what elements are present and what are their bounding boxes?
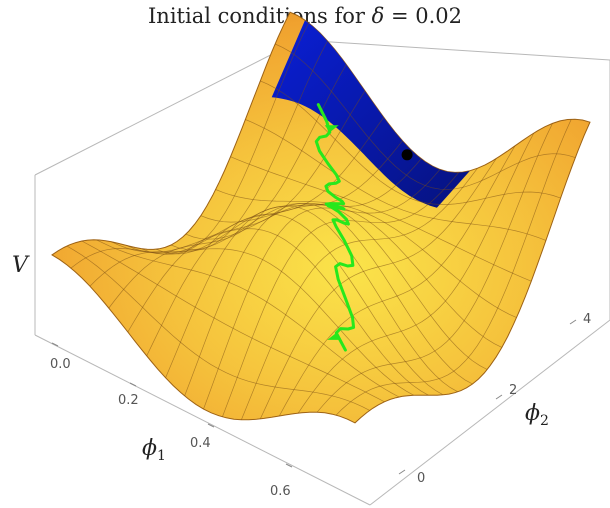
title-suffix: = 0.02 (384, 4, 462, 28)
mesh-line (200, 204, 503, 348)
initial-point-marker (401, 149, 413, 161)
trajectory-arrow-bottom (327, 332, 342, 340)
mesh-line (259, 158, 497, 420)
mesh-line (316, 123, 553, 413)
mesh-line (230, 156, 532, 282)
phi2-axis: 0 2 4 ϕ2 (398, 312, 591, 486)
highlight-region (271, 20, 470, 208)
chart-title: Initial conditions for δ = 0.02 (0, 4, 610, 28)
phi2-axis-subscript: 2 (540, 413, 549, 429)
trajectory-curve (314, 103, 356, 352)
z-axis-label: V (12, 253, 30, 278)
plot-box-front (34, 319, 610, 506)
title-symbol: δ (371, 4, 385, 28)
phi2-axis-label: ϕ2 (525, 401, 549, 429)
box-edge-bottom-right (369, 319, 610, 506)
phi1-tick-label: 0.2 (118, 393, 139, 408)
phi2-tick-mark (495, 394, 503, 400)
surface-mesh (52, 12, 590, 423)
mesh-line (260, 80, 561, 205)
phi1-tick-mark (285, 463, 293, 468)
phi1-tick-label: 0.6 (270, 484, 291, 499)
mesh-line (170, 202, 473, 385)
potential-surface (51, 11, 591, 424)
trajectory-arrow-top (324, 125, 339, 133)
phi1-axis: 0.0 0.2 0.4 0.6 ϕ1 (50, 342, 293, 499)
mesh-line (245, 119, 547, 241)
mesh-line (241, 167, 478, 420)
phi1-axis-symbol: ϕ (142, 436, 157, 461)
phi1-tick-mark (51, 342, 59, 347)
phi1-axis-subscript: 1 (157, 448, 166, 464)
phi1-tick-label: 0.4 (190, 436, 211, 451)
mesh-line (278, 145, 516, 417)
phi1-axis-label: ϕ1 (142, 436, 166, 464)
phi1-tick-mark (207, 423, 215, 428)
box-edge-bottom-front (34, 334, 371, 506)
phi2-tick-label: 0 (417, 471, 425, 486)
mesh-line (335, 119, 572, 416)
phi1-tick-label: 0.0 (50, 357, 71, 372)
phi2-tick-label: 4 (583, 312, 591, 327)
phi2-tick-mark (569, 319, 577, 325)
box-edge-top-back (299, 39, 610, 61)
box-edge-top-left (34, 39, 301, 176)
phi2-tick-label: 2 (509, 383, 517, 398)
title-prefix: Initial conditions for (148, 4, 372, 28)
phi2-tick-mark (398, 469, 406, 475)
phi2-axis-symbol: ϕ (525, 401, 540, 426)
mesh-line (215, 189, 517, 318)
mesh-line (297, 132, 535, 414)
phi1-tick-mark (129, 382, 137, 387)
mesh-line (354, 122, 590, 423)
mesh-line (274, 43, 576, 190)
